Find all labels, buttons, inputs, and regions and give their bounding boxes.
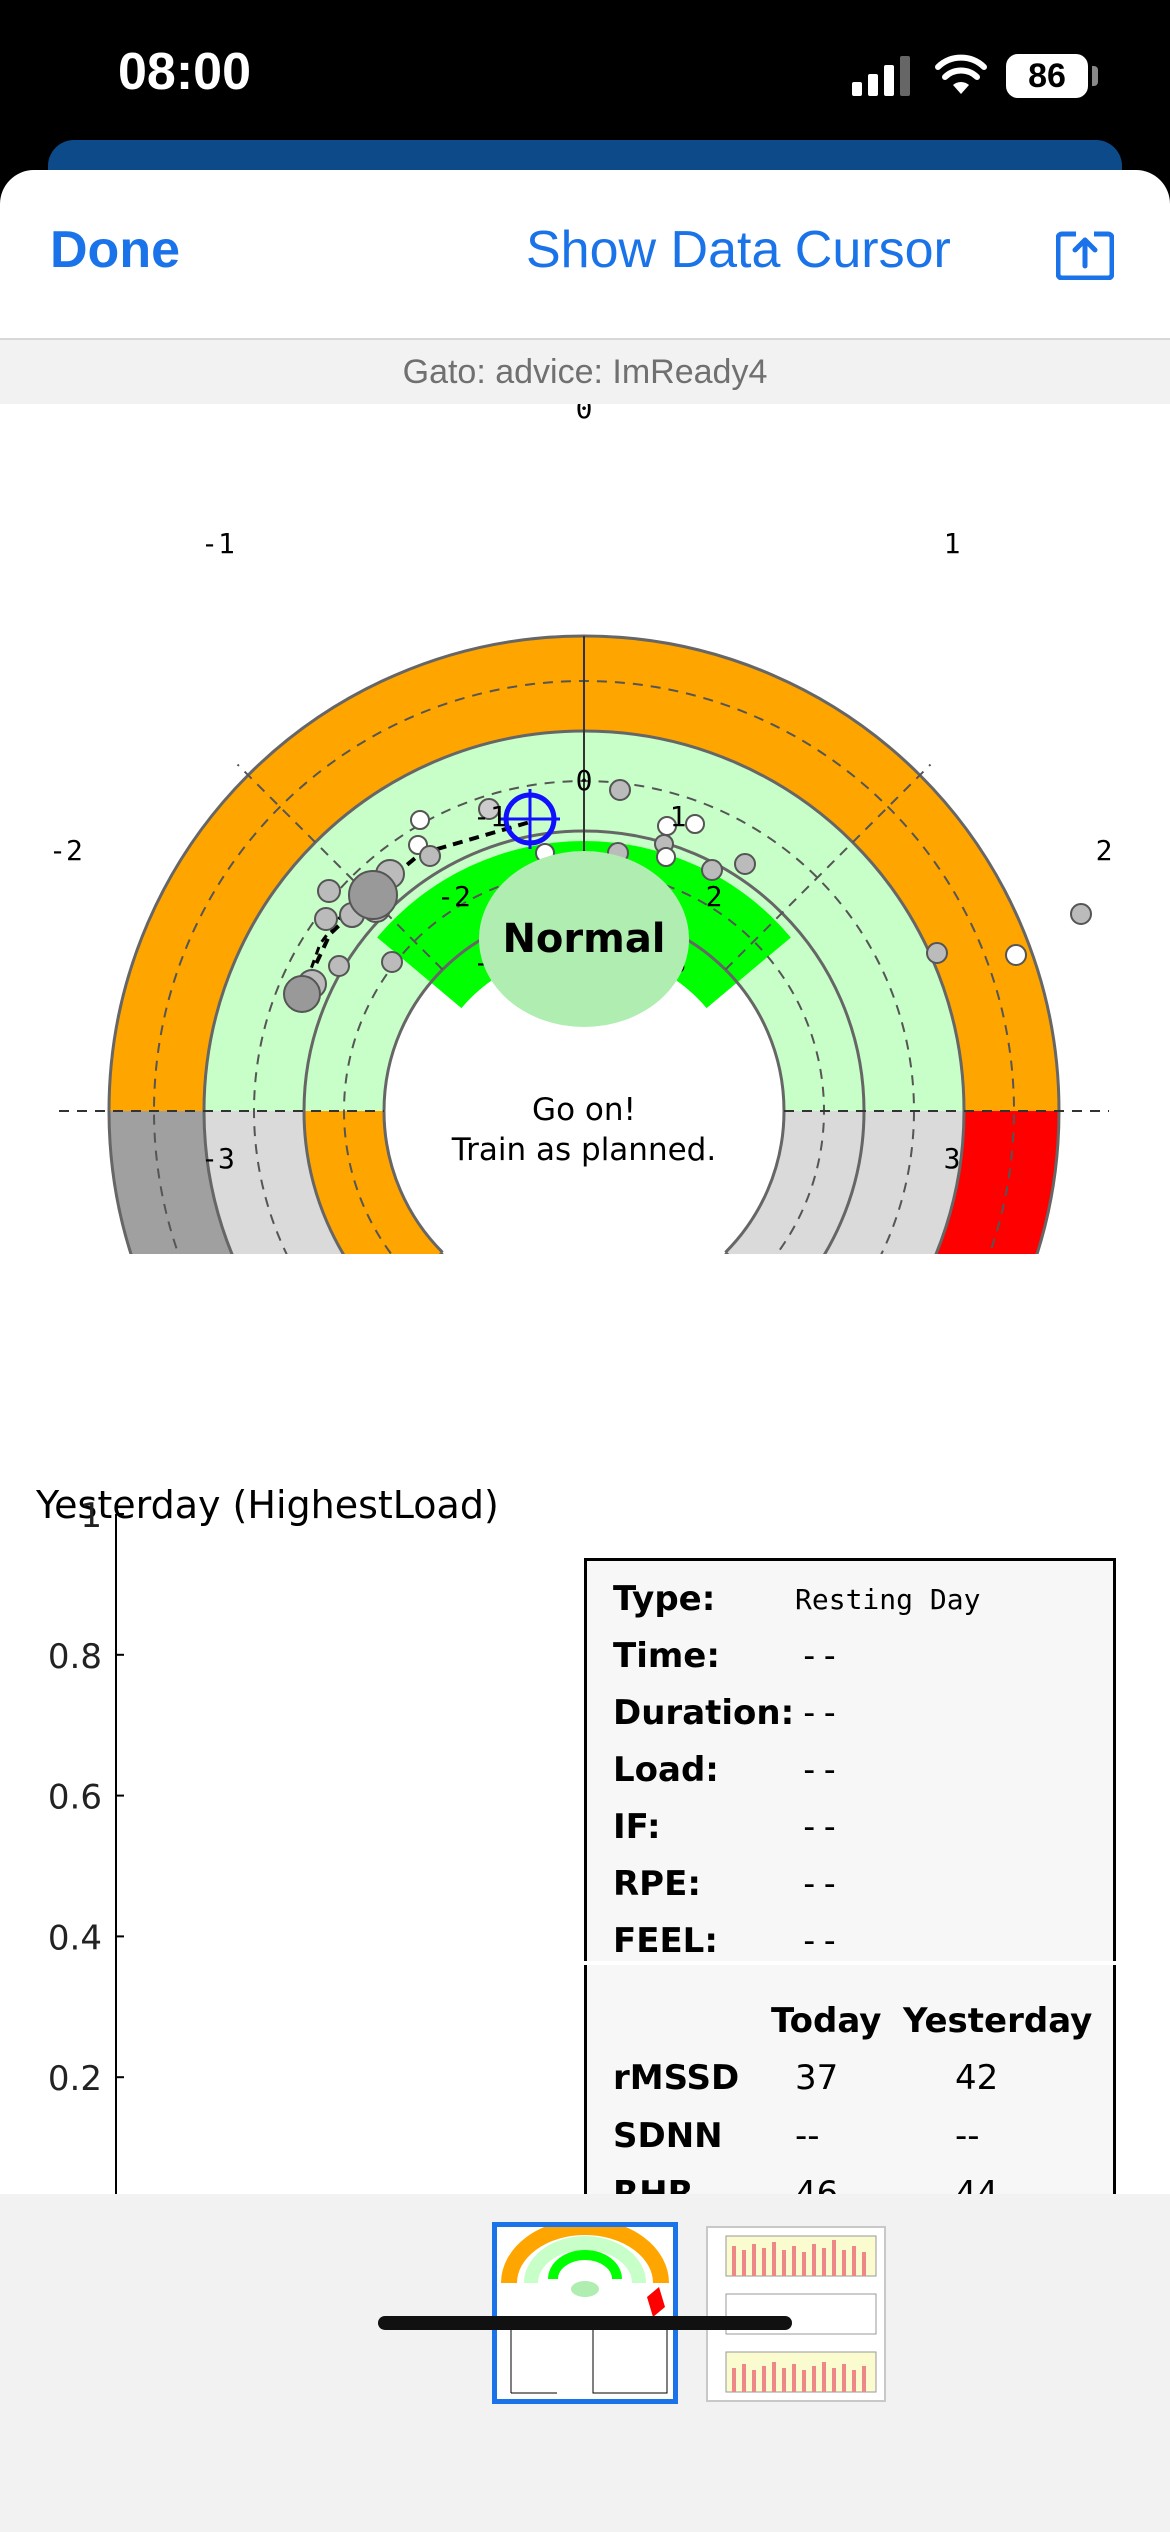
battery-nub bbox=[1092, 66, 1098, 86]
home-indicator[interactable] bbox=[378, 2316, 792, 2330]
info-value: -- bbox=[799, 1921, 840, 1961]
info-label: Duration: bbox=[613, 1693, 795, 1733]
metric-yesterday: 42 bbox=[955, 2058, 999, 2098]
middle-gray-right-2 bbox=[725, 1145, 959, 1254]
metric-yesterday: -- bbox=[955, 2116, 980, 2156]
data-point bbox=[348, 870, 398, 920]
quick-look-sheet: Done Show Data Cursor Gato: advice: ImRe… bbox=[0, 170, 1170, 2532]
workout-info-box: Type: Resting Day Time: -- Duration: -- Load: -… bbox=[584, 1558, 1116, 2274]
info-label: Load: bbox=[613, 1750, 719, 1790]
clock: 08:00 bbox=[118, 43, 251, 101]
data-point bbox=[314, 907, 338, 931]
done-button[interactable]: Done bbox=[50, 221, 180, 279]
y-tick-label: 0.6 bbox=[48, 1778, 102, 1818]
info-value: -- bbox=[799, 1693, 840, 1733]
outer-tick-label: -2 bbox=[49, 834, 83, 867]
yesterday-scatter-plot: Yesterday (HighestLoad) 00.20.40.60.81 0… bbox=[35, 1484, 499, 2275]
figure-canvas: 0-11-22-330-11-22-33 Normal Go on! Train… bbox=[0, 404, 1170, 2275]
data-point bbox=[1005, 944, 1027, 966]
advice-line-2: Train as planned. bbox=[451, 1132, 716, 1168]
outer-tick-label: 2 bbox=[1096, 834, 1113, 867]
outer-orange-ring bbox=[109, 636, 1059, 1111]
info-value: -- bbox=[799, 1864, 840, 1904]
center-status-label: Normal bbox=[502, 916, 665, 962]
data-point bbox=[283, 975, 321, 1013]
today-header: Today bbox=[771, 2001, 882, 2041]
inner-tick-label: 0 bbox=[576, 764, 593, 797]
inner-tick-label: -1 bbox=[473, 800, 507, 833]
y-tick-label: 1 bbox=[80, 1496, 102, 1536]
metric-label: SDNN bbox=[613, 2116, 723, 2156]
show-data-cursor-button[interactable]: Show Data Cursor bbox=[526, 221, 951, 279]
battery-level: 86 bbox=[1006, 54, 1088, 98]
data-point bbox=[478, 798, 500, 820]
readiness-polar-chart: 0-11-22-330-11-22-33 Normal Go on! Train… bbox=[49, 404, 1113, 1254]
metric-today: -- bbox=[795, 2116, 820, 2156]
wifi-icon bbox=[935, 54, 987, 94]
middle-gray-left bbox=[204, 1111, 344, 1254]
info-label: Time: bbox=[613, 1636, 720, 1676]
data-point bbox=[410, 810, 430, 830]
center-status-bubble bbox=[479, 851, 689, 1027]
inner-tick-label: 1 bbox=[670, 800, 687, 833]
data-point bbox=[381, 951, 403, 973]
data-point bbox=[317, 879, 341, 903]
data-point bbox=[734, 853, 756, 875]
data-point bbox=[1070, 903, 1092, 925]
y-tick-label: 0.2 bbox=[48, 2059, 102, 2099]
metric-label: rMSSD bbox=[613, 2058, 740, 2098]
data-point bbox=[926, 942, 948, 964]
outer-tick-label: 0 bbox=[576, 404, 593, 425]
info-label: IF: bbox=[613, 1807, 661, 1847]
data-point bbox=[328, 955, 350, 977]
page-thumbnails bbox=[0, 2194, 1170, 2532]
outer-tick-label: 1 bbox=[944, 527, 961, 560]
inner-tick-label: -2 bbox=[437, 880, 471, 913]
info-label: FEEL: bbox=[613, 1921, 718, 1961]
yesterday-header: Yesterday bbox=[903, 2001, 1093, 2041]
y-tick-label: 0.8 bbox=[48, 1637, 102, 1677]
info-label: Type: bbox=[613, 1579, 716, 1619]
file-title: Gato: advice: ImReady4 bbox=[0, 340, 1170, 404]
nav-bar: Done Show Data Cursor bbox=[0, 170, 1170, 340]
outer-red-ring bbox=[935, 1111, 1059, 1254]
cellular-signal-icon bbox=[852, 56, 910, 96]
thumbnail-page-1[interactable] bbox=[492, 2219, 678, 2404]
info-value: -- bbox=[799, 1807, 840, 1847]
data-point bbox=[609, 779, 631, 801]
outer-tick-label: -3 bbox=[201, 1142, 235, 1175]
info-value: Resting Day bbox=[795, 1583, 981, 1616]
y-tick-label: 0.4 bbox=[48, 1918, 102, 1958]
outer-tick-label: -1 bbox=[201, 527, 235, 560]
data-point bbox=[685, 814, 705, 834]
outer-gray-ring bbox=[109, 1111, 233, 1254]
share-icon[interactable] bbox=[1056, 226, 1114, 280]
scatter-title: Yesterday (HighestLoad) bbox=[35, 1484, 499, 1527]
middle-green-ring bbox=[204, 731, 964, 1111]
info-value: -- bbox=[799, 1636, 840, 1676]
thumbnail-1-preview bbox=[501, 2219, 669, 2394]
metric-today: 37 bbox=[795, 2058, 839, 2098]
info-value: -- bbox=[799, 1750, 840, 1790]
info-label: RPE: bbox=[613, 1864, 701, 1904]
outer-tick-label: 3 bbox=[944, 1142, 961, 1175]
inner-tick-label: 2 bbox=[706, 880, 723, 913]
advice-line-1: Go on! bbox=[532, 1092, 636, 1128]
thumbnail-2-preview bbox=[725, 2235, 877, 2393]
thumbnail-page-2[interactable] bbox=[706, 2226, 886, 2402]
data-point bbox=[656, 847, 676, 867]
data-point bbox=[701, 859, 723, 881]
inner-orange-left bbox=[304, 1111, 443, 1254]
data-point bbox=[419, 845, 441, 867]
